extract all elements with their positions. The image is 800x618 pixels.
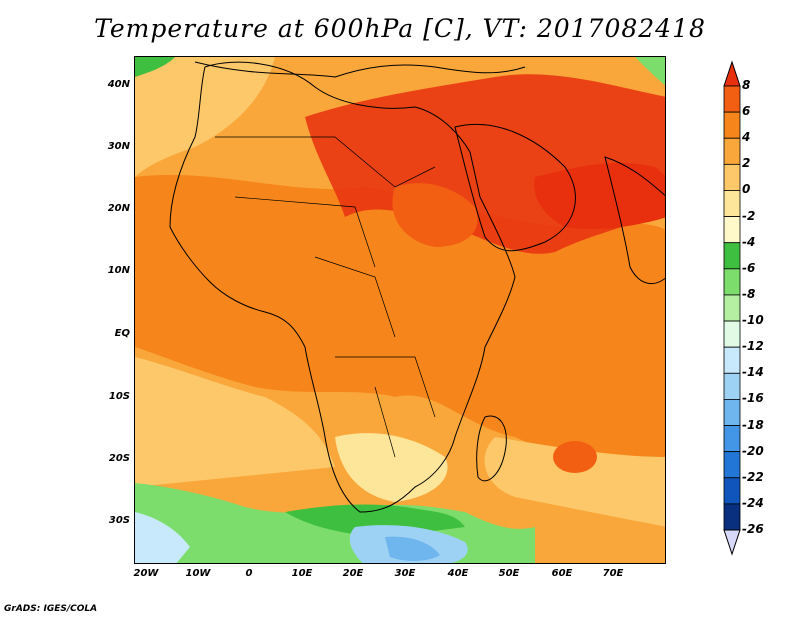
colorbar-swatch — [723, 111, 741, 139]
colorbar-swatch — [723, 346, 741, 374]
colorbar-arrow-top — [723, 60, 741, 87]
cool-zone-se — [484, 437, 665, 527]
lat-label-30n: 30N — [107, 141, 130, 152]
lon-label-50e: 50E — [498, 568, 520, 579]
colorbar-tick-label: -18 — [742, 417, 764, 432]
very-cold-core — [385, 536, 440, 561]
colorbar-tick-label: -8 — [742, 286, 756, 301]
madagascar-coastline — [476, 415, 507, 482]
lon-label-70e: 70E — [602, 568, 624, 579]
colorbar-swatch — [723, 320, 741, 348]
cold-patch-ne — [635, 57, 665, 86]
lon-label-20e: 20E — [342, 568, 364, 579]
colorbar-swatch — [723, 268, 741, 296]
country-borders — [215, 136, 436, 458]
lat-label-10s: 10S — [108, 391, 130, 402]
colorbar-tick-label: -12 — [742, 339, 764, 354]
lon-label-10e: 10E — [291, 568, 313, 579]
colorbar-swatch — [723, 190, 741, 217]
colorbar-tick-label: 4 — [742, 130, 751, 145]
colorbar-tick-label: -24 — [742, 495, 764, 510]
lon-label-0: 0 — [245, 568, 253, 579]
cold-patch-nw — [135, 57, 175, 77]
lat-label-30s: 30S — [108, 515, 130, 526]
colorbar-swatch — [723, 451, 741, 479]
colorbar-tick-label: 0 — [742, 182, 751, 197]
lon-label-60e: 60E — [551, 568, 573, 579]
lat-label-20s: 20S — [108, 453, 130, 464]
lat-label-20n: 20N — [107, 203, 130, 214]
colorbar-swatch — [723, 216, 741, 244]
india-coastline — [604, 156, 665, 285]
map-title: Temperature at 600hPa [C], VT: 201708241… — [94, 14, 706, 43]
colorbar-tick-label: -20 — [742, 443, 764, 458]
colorbar-swatch — [723, 477, 741, 505]
colorbar — [723, 60, 741, 556]
hot-patch-sudan — [392, 183, 478, 247]
africa-coastline — [169, 61, 516, 513]
colorbar-tick-label: -10 — [742, 313, 764, 328]
lat-label-10n: 10N — [107, 265, 130, 276]
colorbar-swatch — [723, 242, 741, 270]
colorbar-swatch — [723, 85, 741, 113]
very-cold-patch-sw — [135, 512, 190, 563]
footer-credit: GrADS: IGES/COLA — [4, 604, 98, 614]
temperature-field — [135, 57, 665, 563]
lon-label-30e: 30E — [394, 568, 416, 579]
colorbar-swatch — [723, 425, 741, 453]
colorbar-arrow-bottom — [723, 529, 741, 556]
colorbar-swatch — [723, 399, 741, 426]
lon-label-20w: 20W — [133, 568, 159, 579]
colorbar-tick-label: -26 — [742, 522, 764, 536]
europe-coastline — [194, 61, 526, 78]
colorbar-tick-label: -2 — [742, 208, 756, 223]
colorbar-tick-label: 6 — [742, 104, 751, 119]
cool-zone-nw — [135, 57, 275, 177]
colorbar-tick-label: 8 — [742, 78, 751, 92]
colorbar-swatch — [723, 372, 741, 400]
hot-patch-arabia — [534, 162, 665, 229]
colorbar-tick-label: -14 — [742, 365, 764, 380]
colorbar-swatch — [723, 503, 741, 531]
colorbar-swatch — [723, 163, 741, 191]
colorbar-tick-label: -22 — [742, 469, 764, 484]
colorbar-tick-label: 2 — [742, 156, 751, 171]
colorbar-swatch — [723, 294, 741, 322]
colorbar-tick-label: -6 — [742, 260, 756, 275]
lon-label-40e: 40E — [447, 568, 469, 579]
lat-label-eq: EQ — [114, 328, 130, 339]
colorbar-tick-label: -16 — [742, 391, 764, 406]
hot-spot-indian-ocean — [553, 441, 597, 473]
colorbar-tick-label: -4 — [742, 234, 756, 249]
cool-zone-sw — [135, 357, 335, 487]
lon-label-10w: 10W — [185, 568, 211, 579]
temperature-map — [134, 56, 666, 564]
arabia-coastline — [454, 123, 576, 252]
colorbar-swatch — [723, 137, 741, 165]
lat-label-40n: 40N — [107, 79, 130, 90]
